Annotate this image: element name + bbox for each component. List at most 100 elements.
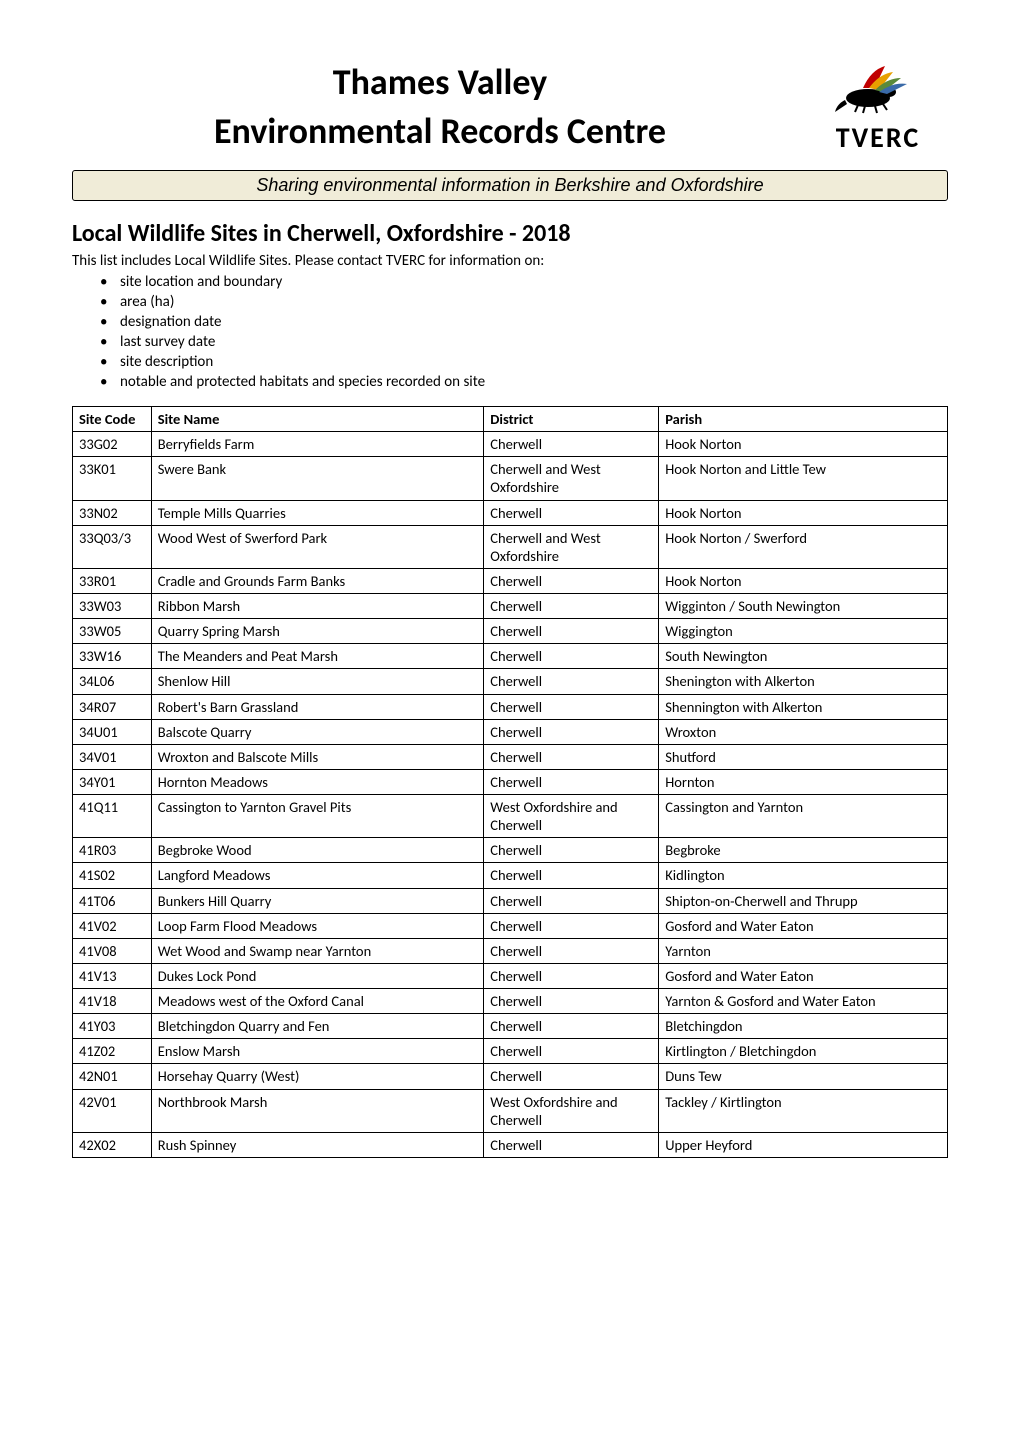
subtitle: Environmental Records Centre: [72, 107, 808, 156]
table-row: 41V02Loop Farm Flood MeadowsCherwellGosf…: [73, 913, 948, 938]
table-cell: Kidlington: [659, 863, 948, 888]
table-row: 41V13Dukes Lock PondCherwellGosford and …: [73, 963, 948, 988]
table-cell: Rush Spinney: [151, 1132, 484, 1157]
table-cell: Horsehay Quarry (West): [151, 1064, 484, 1089]
table-cell: Hook Norton: [659, 500, 948, 525]
bullet-list: site location and boundary area (ha) des…: [72, 272, 948, 392]
bullet-item: area (ha): [72, 292, 948, 312]
table-cell: Swere Bank: [151, 457, 484, 500]
newt-icon: [833, 60, 923, 118]
table-row: 41V08Wet Wood and Swamp near YarntonCher…: [73, 938, 948, 963]
table-cell: 41S02: [73, 863, 152, 888]
table-cell: Upper Heyford: [659, 1132, 948, 1157]
table-cell: 33R01: [73, 568, 152, 593]
tagline-text: Sharing environmental information in Ber…: [256, 175, 763, 195]
table-cell: Hornton Meadows: [151, 769, 484, 794]
table-cell: Hook Norton: [659, 432, 948, 457]
table-cell: Wiggington: [659, 619, 948, 644]
table-row: 33N02Temple Mills QuarriesCherwellHook N…: [73, 500, 948, 525]
table-cell: Dukes Lock Pond: [151, 963, 484, 988]
table-cell: Cherwell: [484, 500, 659, 525]
table-cell: Begbroke: [659, 838, 948, 863]
table-cell: Cherwell: [484, 644, 659, 669]
table-header-row: Site Code Site Name District Parish: [73, 407, 948, 432]
table-cell: 33Q03/3: [73, 525, 152, 568]
table-cell: 41Q11: [73, 795, 152, 838]
table-cell: 41Z02: [73, 1039, 152, 1064]
title-block: Thames Valley Environmental Records Cent…: [72, 52, 808, 155]
table-cell: Cherwell: [484, 719, 659, 744]
logo-text: TVERC: [836, 120, 920, 155]
table-cell: 41V18: [73, 989, 152, 1014]
table-cell: Gosford and Water Eaton: [659, 963, 948, 988]
table-cell: 33N02: [73, 500, 152, 525]
table-body: 33G02Berryfields FarmCherwellHook Norton…: [73, 432, 948, 1158]
table-cell: Cradle and Grounds Farm Banks: [151, 568, 484, 593]
section-title: Local Wildlife Sites in Cherwell, Oxford…: [72, 219, 948, 248]
table-cell: Cherwell: [484, 619, 659, 644]
page-header: Thames Valley Environmental Records Cent…: [72, 52, 948, 162]
table-cell: Shutford: [659, 744, 948, 769]
table-row: 33K01Swere BankCherwell and West Oxfords…: [73, 457, 948, 500]
table-row: 41V18Meadows west of the Oxford CanalChe…: [73, 989, 948, 1014]
table-cell: Bunkers Hill Quarry: [151, 888, 484, 913]
table-cell: Cherwell and West Oxfordshire: [484, 525, 659, 568]
table-cell: Wroxton: [659, 719, 948, 744]
table-cell: Cherwell and West Oxfordshire: [484, 457, 659, 500]
table-cell: Loop Farm Flood Meadows: [151, 913, 484, 938]
table-cell: Hook Norton and Little Tew: [659, 457, 948, 500]
table-cell: Tackley / Kirtlington: [659, 1089, 948, 1132]
table-cell: 42X02: [73, 1132, 152, 1157]
table-row: 41Z02Enslow MarshCherwellKirtlington / B…: [73, 1039, 948, 1064]
table-cell: 33K01: [73, 457, 152, 500]
table-row: 33W16The Meanders and Peat MarshCherwell…: [73, 644, 948, 669]
intro-text: This list includes Local Wildlife Sites.…: [72, 252, 948, 270]
table-cell: Wood West of Swerford Park: [151, 525, 484, 568]
table-row: 34Y01Hornton MeadowsCherwellHornton: [73, 769, 948, 794]
bullet-item: last survey date: [72, 332, 948, 352]
table-cell: Yarnton & Gosford and Water Eaton: [659, 989, 948, 1014]
table-cell: 41Y03: [73, 1014, 152, 1039]
bullet-item: site description: [72, 352, 948, 372]
bullet-item: designation date: [72, 312, 948, 332]
table-row: 33Q03/3Wood West of Swerford ParkCherwel…: [73, 525, 948, 568]
table-row: 41Y03Bletchingdon Quarry and FenCherwell…: [73, 1014, 948, 1039]
table-cell: 41V08: [73, 938, 152, 963]
table-cell: 34Y01: [73, 769, 152, 794]
table-cell: Shipton-on-Cherwell and Thrupp: [659, 888, 948, 913]
table-row: 33G02Berryfields FarmCherwellHook Norton: [73, 432, 948, 457]
table-cell: 34R07: [73, 694, 152, 719]
table-cell: Cherwell: [484, 1039, 659, 1064]
table-cell: Hook Norton: [659, 568, 948, 593]
table-row: 33R01Cradle and Grounds Farm BanksCherwe…: [73, 568, 948, 593]
table-cell: Yarnton: [659, 938, 948, 963]
table-row: 41T06Bunkers Hill QuarryCherwellShipton-…: [73, 888, 948, 913]
table-row: 34U01Balscote QuarryCherwellWroxton: [73, 719, 948, 744]
th-site-name: Site Name: [151, 407, 484, 432]
table-cell: Cherwell: [484, 913, 659, 938]
table-cell: Shenington with Alkerton: [659, 669, 948, 694]
table-cell: Cherwell: [484, 669, 659, 694]
table-cell: Cherwell: [484, 888, 659, 913]
table-row: 41S02Langford MeadowsCherwellKidlington: [73, 863, 948, 888]
table-cell: Langford Meadows: [151, 863, 484, 888]
table-cell: 41V02: [73, 913, 152, 938]
table-cell: Hook Norton / Swerford: [659, 525, 948, 568]
table-cell: 42N01: [73, 1064, 152, 1089]
table-cell: Northbrook Marsh: [151, 1089, 484, 1132]
table-cell: Robert's Barn Grassland: [151, 694, 484, 719]
th-district: District: [484, 407, 659, 432]
table-cell: 33W16: [73, 644, 152, 669]
table-cell: Cherwell: [484, 744, 659, 769]
table-cell: Ribbon Marsh: [151, 594, 484, 619]
table-cell: Cherwell: [484, 1064, 659, 1089]
table-cell: 33G02: [73, 432, 152, 457]
table-cell: 34V01: [73, 744, 152, 769]
table-cell: Cassington and Yarnton: [659, 795, 948, 838]
tagline-box: Sharing environmental information in Ber…: [72, 170, 948, 201]
table-cell: 41V13: [73, 963, 152, 988]
table-row: 41R03Begbroke WoodCherwellBegbroke: [73, 838, 948, 863]
table-cell: Kirtlington / Bletchingdon: [659, 1039, 948, 1064]
table-cell: South Newington: [659, 644, 948, 669]
table-row: 34L06Shenlow HillCherwellShenington with…: [73, 669, 948, 694]
